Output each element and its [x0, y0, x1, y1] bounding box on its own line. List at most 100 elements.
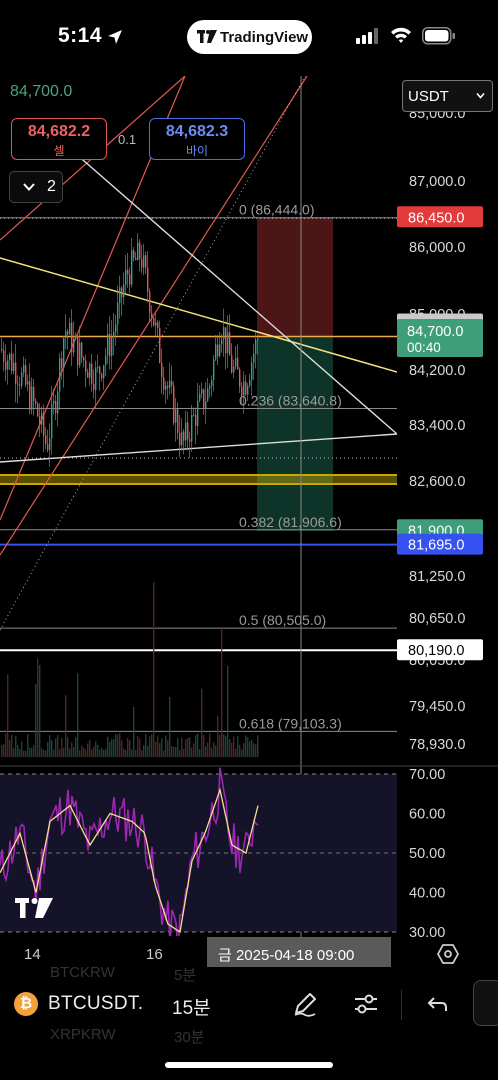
app-badge[interactable]: TradingView [187, 20, 312, 54]
volume-bar [173, 746, 175, 757]
volume-bar [161, 738, 163, 757]
candle-body [19, 384, 21, 386]
candle-body [147, 267, 149, 292]
candle-body [201, 389, 203, 394]
candle-body [127, 269, 129, 275]
candle-body [15, 362, 17, 384]
interval-selector[interactable]: 15분 [172, 998, 211, 1019]
candle-body [139, 242, 141, 259]
chart-settings-icon[interactable] [437, 943, 459, 965]
candle-body [235, 357, 237, 367]
candle-body [229, 332, 231, 356]
candle-body [113, 331, 115, 338]
price-axis-label: 87,000.0 [409, 174, 465, 190]
volume-bar [237, 735, 239, 757]
volume-bar [83, 747, 85, 757]
sliders-icon[interactable] [352, 990, 380, 1018]
sell-button[interactable]: 84,682.2 셀 [11, 118, 107, 160]
volume-bar [101, 747, 103, 757]
fib-level-label: 0.236 (83,640.8) [239, 392, 342, 408]
volume-bar [55, 738, 57, 757]
candle-body [7, 360, 9, 370]
volume-bar [127, 737, 129, 757]
candle-body [243, 381, 245, 396]
volume-bar [95, 741, 97, 757]
volume-bar [47, 742, 49, 757]
candle-body [81, 342, 83, 358]
volume-bar [251, 739, 253, 757]
candle-body [51, 403, 53, 439]
candle-body [43, 412, 45, 436]
volume-bar [159, 743, 161, 757]
price-tag-label: 86,450.0 [408, 210, 464, 226]
undo-icon[interactable] [424, 990, 452, 1018]
candle-body [249, 379, 251, 386]
volume-bar [233, 736, 235, 757]
volume-bar [21, 741, 23, 757]
take-profit-zone [257, 335, 333, 531]
more-tools-button[interactable] [473, 980, 498, 1026]
candle-body [89, 363, 91, 378]
volume-bar [143, 745, 145, 757]
volume-bar [257, 735, 259, 757]
pen-icon[interactable] [291, 990, 319, 1018]
candle-body [215, 344, 217, 360]
volume-bar [85, 749, 87, 757]
candle-body [219, 344, 221, 356]
candle-body [125, 269, 127, 285]
indicator-count: 2 [47, 178, 56, 195]
rsi-axis-label: 50.00 [409, 846, 445, 862]
crosshair-date-label: 금 2025-04-18 09:00 [207, 937, 391, 967]
price-tag-label: 81,695.0 [408, 538, 464, 554]
volume-bar [131, 749, 133, 757]
volume-bar [57, 734, 59, 757]
candle-body [101, 373, 103, 379]
volume-bar [197, 733, 199, 757]
volume-bar [43, 750, 45, 757]
volume-bar [107, 736, 109, 757]
currency-select[interactable]: USDT [402, 80, 493, 112]
volume-bar [31, 747, 33, 757]
candle-body [33, 386, 35, 401]
candle-body [175, 409, 177, 423]
volume-bar [39, 665, 41, 757]
volume-bar [147, 745, 149, 757]
candle-body [149, 291, 151, 313]
candle-body [237, 357, 239, 370]
volume-bar [53, 749, 55, 757]
candle-body [111, 337, 113, 357]
volume-bar [113, 739, 115, 757]
volume-bar [149, 736, 151, 757]
volume-bar [249, 741, 251, 757]
candle-body [75, 335, 77, 339]
candle-body [173, 385, 175, 423]
indicators-toggle-button[interactable]: 2 [9, 171, 63, 203]
volume-bar [37, 658, 39, 757]
volume-bar [171, 746, 173, 757]
volume-bar [99, 749, 101, 757]
buy-label: 바이 [185, 144, 209, 158]
price-chart[interactable]: 0 (86,444.0) 0.236 (83,640.8) 0.382 (81,90… [0, 76, 498, 946]
price-tag [397, 206, 483, 228]
volume-bar [153, 582, 155, 757]
fib-level-label: 0.382 (81,906.6) [239, 514, 342, 530]
volume-bar [195, 735, 197, 757]
candle-body [223, 327, 225, 340]
buy-button[interactable]: 84,682.3 바이 [149, 118, 245, 160]
candle-body [137, 242, 139, 260]
volume-bar [75, 737, 77, 757]
rsi-ma-line [0, 787, 259, 934]
candle-body [163, 377, 165, 390]
toolbar-divider [401, 990, 402, 1020]
candle-body [73, 338, 75, 353]
candle-body [41, 412, 43, 425]
candle-body [21, 372, 23, 386]
chart-area[interactable]: 0 (86,444.0) 0.236 (83,640.8) 0.382 (81,90… [0, 76, 498, 946]
chevron-down-icon [23, 183, 35, 191]
rsi-axis-label: 70.00 [409, 767, 445, 783]
candle-body [179, 432, 181, 446]
wifi-icon [391, 27, 411, 43]
symbol-selector[interactable]: BTCUSDT. [48, 993, 144, 1014]
candle-body [241, 386, 243, 396]
volume-bar [167, 740, 169, 757]
